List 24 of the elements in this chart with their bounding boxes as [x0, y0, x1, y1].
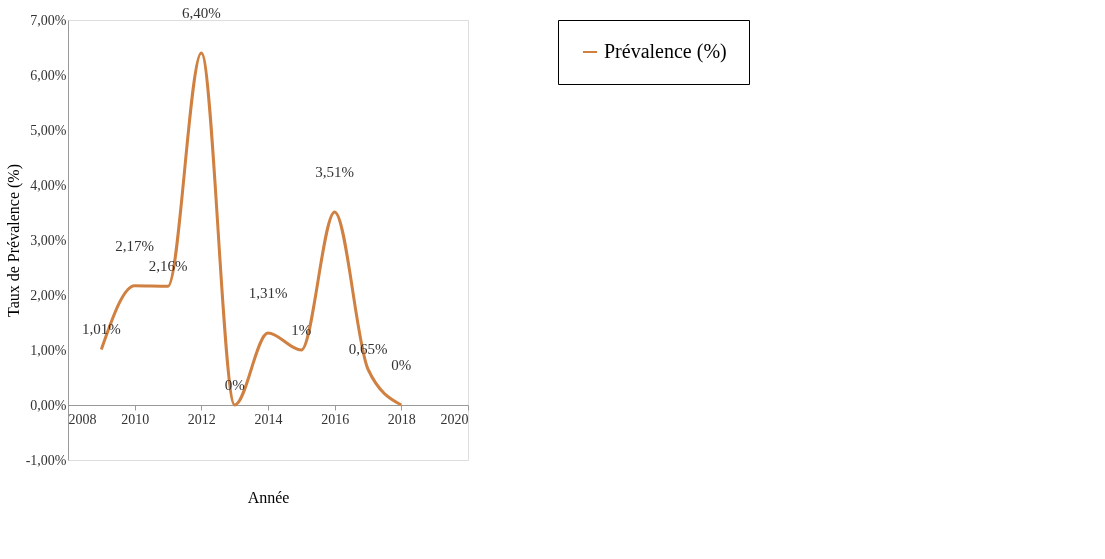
- data-label: 6,40%: [181, 5, 221, 21]
- x-tick-label: 2008: [68, 411, 97, 427]
- y-tick-label: 5,00%: [30, 122, 67, 138]
- y-tick-label: -1,00%: [25, 452, 67, 468]
- data-label: 0%: [391, 357, 412, 373]
- y-tick-label: 0,00%: [30, 397, 67, 413]
- x-tick-label: 2010: [121, 411, 150, 427]
- data-label: 1,31%: [248, 284, 288, 301]
- x-tick-label: 2014: [254, 411, 283, 427]
- data-label: 2,17%: [115, 237, 155, 254]
- y-tick-label: 3,00%: [30, 232, 67, 248]
- x-axis-title: Année: [247, 488, 290, 506]
- y-tick-label: 1,00%: [30, 342, 67, 358]
- y-axis-title: Taux de Prévalence (%): [4, 163, 23, 318]
- x-tick-label: 2018: [387, 411, 416, 427]
- legend-label: Prévalence (%): [604, 40, 727, 63]
- y-tick-label: 2,00%: [30, 287, 67, 303]
- x-tick-label: 2020: [440, 411, 469, 427]
- x-tick-label: 2016: [321, 411, 350, 427]
- x-tick-label: 2012: [187, 411, 216, 427]
- y-tick-label: 6,00%: [30, 67, 67, 83]
- y-tick-label: 7,00%: [30, 12, 67, 28]
- data-label: 3,51%: [315, 163, 355, 180]
- y-tick-label: 4,00%: [30, 177, 67, 193]
